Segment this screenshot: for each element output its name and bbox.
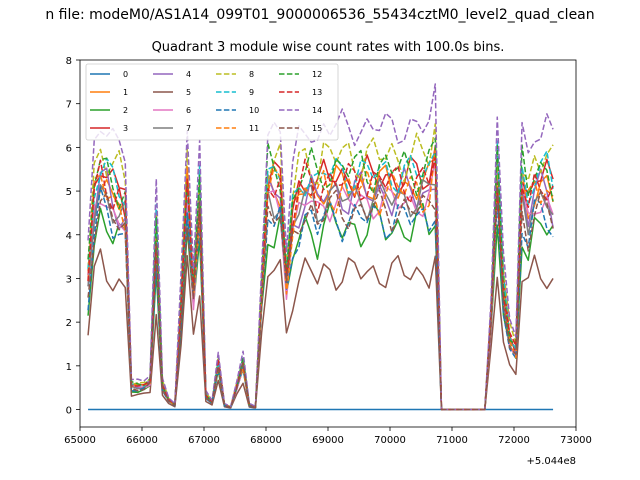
y-axis: 0 1 2 3 4 5 6 7 8: [66, 56, 80, 417]
legend-label-13: 13: [312, 88, 322, 97]
legend-label-6: 6: [186, 106, 191, 115]
x-offset-label: +5.044e8: [526, 456, 576, 467]
series-line-8: [87, 123, 554, 411]
legend-label-15: 15: [312, 124, 322, 133]
x-tick-label: 67000: [188, 435, 220, 446]
plot-series-group: [87, 83, 554, 411]
x-tick-label: 73000: [560, 435, 592, 446]
legend-label-0: 0: [123, 70, 128, 79]
x-tick-label: 70000: [374, 435, 406, 446]
legend-label-3: 3: [123, 124, 128, 133]
y-tick-label: 6: [66, 143, 72, 154]
x-tick-label: 72000: [498, 435, 530, 446]
legend-label-12: 12: [312, 70, 322, 79]
x-tick-label: 65000: [64, 435, 96, 446]
y-tick-label: 1: [66, 362, 72, 373]
legend-label-5: 5: [186, 88, 191, 97]
y-tick-label: 4: [66, 231, 72, 242]
legend-box: [85, 63, 339, 141]
x-tick-label: 68000: [250, 435, 282, 446]
figure-suptitle: n file: modeM0/AS1A14_099T01_9000006536_…: [45, 7, 594, 23]
series-line-15: [87, 181, 554, 411]
legend-label-10: 10: [249, 106, 259, 115]
y-tick-label: 2: [66, 318, 72, 329]
y-tick-label: 0: [66, 406, 72, 417]
legend-label-11: 11: [249, 124, 259, 133]
legend-label-9: 9: [249, 88, 254, 97]
x-tick-label: 66000: [126, 435, 158, 446]
chart-title: Quadrant 3 module wise count rates with …: [152, 40, 505, 55]
legend-label-2: 2: [123, 106, 128, 115]
y-tick-label: 5: [66, 187, 72, 198]
legend-label-8: 8: [249, 70, 254, 79]
legend-label-7: 7: [186, 124, 191, 133]
legend-label-14: 14: [312, 106, 322, 115]
legend-label-4: 4: [186, 70, 191, 79]
series-line-12: [87, 137, 554, 411]
y-tick-label: 7: [66, 100, 72, 111]
y-tick-label: 3: [66, 274, 72, 285]
x-tick-label: 69000: [312, 435, 344, 446]
x-tick-label: 71000: [436, 435, 468, 446]
y-tick-label: 8: [66, 56, 72, 67]
x-axis: 65000 66000 67000 68000 69000 70000 71000 72000…: [64, 427, 592, 446]
legend-label-1: 1: [123, 88, 128, 97]
